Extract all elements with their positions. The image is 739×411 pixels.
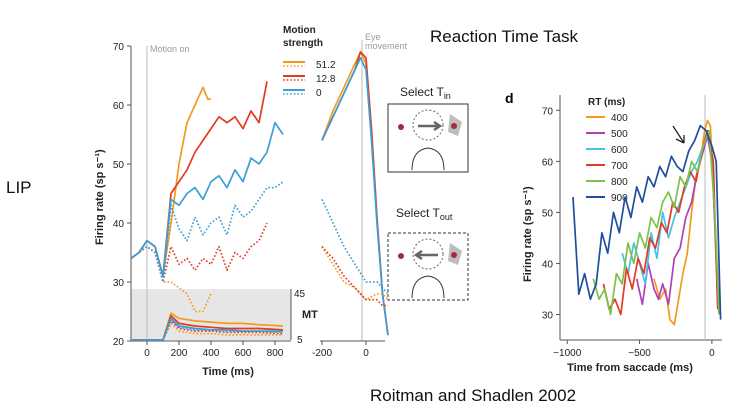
lip-sac-series-12-8-solid [321,51,389,336]
tin-target-left [398,124,404,130]
tout-motion-arrow [413,249,438,261]
select-tout-schematic: Select Tout [387,206,469,301]
slide-title: Reaction Time Task [430,27,579,46]
mt-label: MT [302,309,318,321]
rt-legend-label: 800 [611,177,628,188]
rt-series-800-line [592,129,720,316]
motion-on-label: Motion on [150,44,190,54]
x-tick-label-sac: 0 [363,348,369,359]
x-axis-label-d: Time from saccade (ms) [567,362,693,374]
x-tick-label-sac: -200 [312,348,332,359]
eye-movement-label: Eye [365,32,381,42]
lip-sac-series-12-8-dotted [321,246,388,307]
tout-box [387,232,469,301]
mt-series-12-8-dotted [131,320,284,341]
tout-target-left [398,253,404,259]
saccade-aligned-panel: Eye movement -200 0 [312,32,408,359]
x-tick-label: 400 [203,348,220,359]
x-tick-label: 800 [267,348,284,359]
tout-monkey-head [411,275,445,299]
panel-d: d RT (ms) 30 40 50 60 70 −1000 −500 0 400 500 600… [505,90,722,374]
lip-stim-series-12-8-dotted [130,222,268,283]
y-tick-label-d: 60 [542,157,554,168]
rt-series-900-line [572,124,722,320]
lip-stim-series-0-dotted [130,181,284,283]
select-tout-label: Select Tout [396,206,453,222]
y-tick-label: 30 [113,278,125,289]
y-axis-label: Firing rate (sp s⁻¹) [94,149,106,245]
tin-box [387,103,469,173]
legend-label: 0 [316,88,322,99]
y-tick-label-d: 30 [542,310,554,321]
tout-aperture [412,238,444,270]
tin-target-right [451,123,457,129]
tin-monkey-head [411,147,445,171]
lip-stim-series-12-8-solid [130,81,268,277]
rt-legend-label: 400 [611,113,628,124]
x-tick-label: 200 [171,348,188,359]
rt-legend-label: 500 [611,129,628,140]
legend-title-2: strength [283,38,323,49]
rt-legend-label: 700 [611,161,628,172]
lip-stim-series-0-solid [130,121,284,277]
motion-on-text: Motion on [150,44,190,54]
y-tick-label: 60 [113,101,125,112]
x-tick-label-d: −1000 [553,348,582,359]
x-tick-label: 600 [235,348,252,359]
lip-sac-series-0-dotted [321,199,389,295]
rt-legend-label: 600 [611,145,628,156]
x-tick-label-d: −500 [628,348,651,359]
lip-sac-series-51-2-solid [321,51,389,336]
motion-strength-legend: Motion strength 51.2 12.8 0 [283,25,336,99]
mt-series-51-2-dotted [131,322,283,341]
rt-series-500-line [635,134,720,315]
y-tick-label-d: 50 [542,208,554,219]
arrow-annotation [672,125,685,144]
x-axis-label: Time (ms) [202,366,254,378]
y-axis-label-d: Firing rate (sp s⁻¹) [522,186,534,282]
y-tick-label-d: 40 [542,259,554,270]
lip-rate-panel: Motion on 20 30 40 50 60 70 0 200 400 600 800 Firi… [94,42,318,378]
citation: Roitman and Shadlen 2002 [370,386,576,405]
x-tick-label: 0 [144,348,150,359]
legend-label: 12.8 [316,74,336,85]
tin-motion-arrow [418,120,443,132]
select-tin-label: Select Tin [400,85,451,101]
y-tick-label: 70 [113,42,125,53]
panel-letter-d: d [505,90,514,106]
rt-legend-label: 900 [611,193,628,204]
y-tick-label: 40 [113,219,125,230]
tout-target-right [451,252,457,258]
mt-series-0-dotted [131,318,284,341]
tin-aperture [412,109,444,141]
x-tick-label-d: 0 [709,348,715,359]
mt-tick-45: 45 [294,289,306,300]
lip-sac-series-0-solid [321,56,389,336]
mt-tick-5: 5 [297,335,303,346]
y-tick-label: 20 [113,337,125,348]
legend-title: Motion [283,25,316,36]
eye-movement-label-2: movement [365,41,408,51]
legend-label: 51.2 [316,60,336,71]
rt-legend-title: RT (ms) [588,97,625,108]
lip-sac-series-51-2-dotted [321,246,389,301]
y-tick-label: 50 [113,160,125,171]
select-tin-schematic: Select Tin [387,85,469,173]
area-label: LIP [6,178,32,197]
y-tick-label-d: 70 [542,106,554,117]
